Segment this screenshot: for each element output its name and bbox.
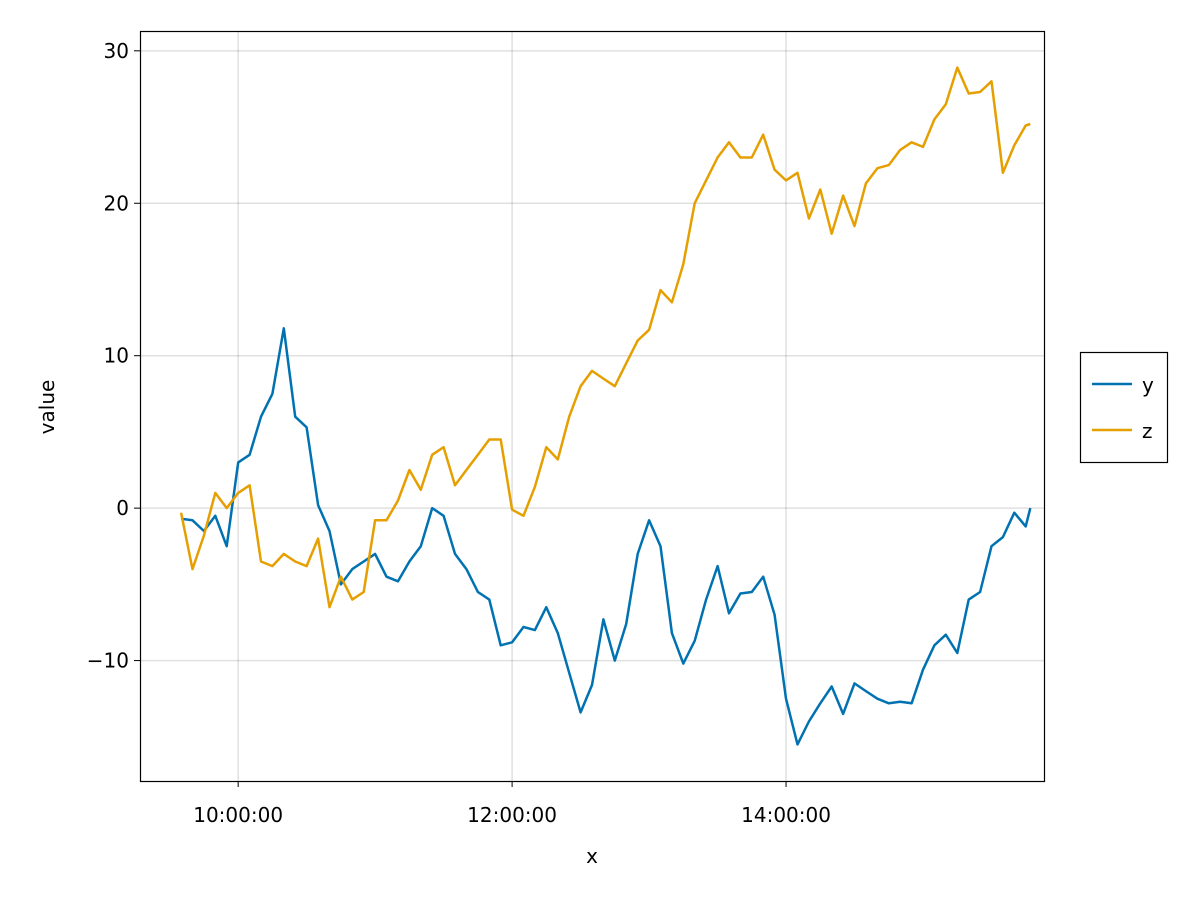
axis-ticks: 10:00:00 12:00:00 14:00:00 −10 0 10 20 30 [87,39,831,827]
legend-label-z: z [1142,419,1153,443]
grid-lines [140,31,1044,781]
y-tick-label: 0 [116,496,129,520]
x-tick-label: 10:00:00 [193,803,283,827]
legend-box [1079,351,1169,464]
x-tick-label: 14:00:00 [741,803,831,827]
y-tick-label: −10 [87,649,129,673]
x-tick-label: 12:00:00 [467,803,557,827]
y-tick-label: 20 [104,191,129,215]
plot-frame [139,30,1046,783]
legend-label-y: y [1142,373,1154,397]
x-axis-label: x [586,844,598,868]
legend: y z [1079,351,1169,464]
series-lines [179,66,1032,746]
y-tick-label: 30 [104,39,129,63]
y-tick-label: 10 [104,344,129,368]
series-line-y [180,327,1032,746]
series-line-z [179,66,1031,609]
y-axis-label: value [35,380,59,435]
